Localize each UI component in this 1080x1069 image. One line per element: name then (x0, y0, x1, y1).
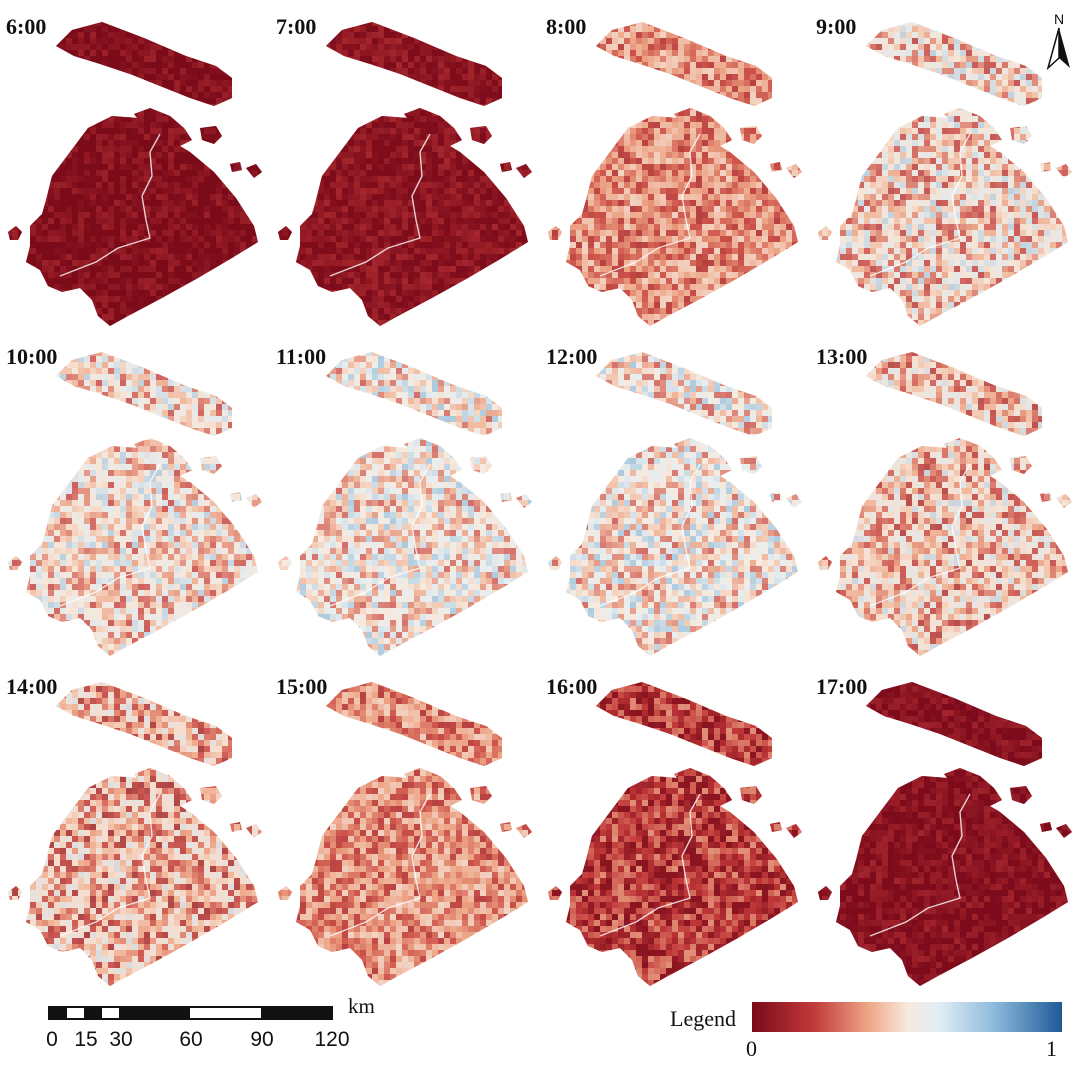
river-line (869, 463, 971, 607)
map-panel: 11:00 (270, 330, 540, 660)
river-line (329, 793, 431, 937)
map-panel: 17:00 (810, 660, 1080, 990)
map-panel: 12:00 (540, 330, 810, 660)
scale-unit-label: km (348, 994, 375, 1019)
north-arrow-icon: N (1046, 11, 1070, 71)
panel-time-label: 9:00 (816, 14, 856, 40)
scale-tick-label: 90 (250, 1028, 273, 1052)
region-map (548, 682, 802, 986)
raster-texture (8, 22, 262, 326)
map-panel: 15:00 (270, 660, 540, 990)
legend-max-label: 1 (1046, 1036, 1057, 1062)
scale-bar-graphic (48, 1006, 333, 1020)
panel-time-label: 8:00 (546, 14, 586, 40)
map-panel: 16:00 (540, 660, 810, 990)
raster-texture (278, 352, 532, 656)
region-map (278, 352, 532, 656)
scale-tick-label: 15 (74, 1028, 97, 1052)
legend-title: Legend (670, 1006, 736, 1032)
river-line (59, 793, 161, 937)
raster-texture (278, 22, 532, 326)
raster-texture (278, 682, 532, 986)
panel-time-label: 14:00 (6, 674, 57, 700)
panel-time-label: 16:00 (546, 674, 597, 700)
scale-bar: km 0 15 30 60 90 120 (46, 994, 388, 1060)
raster-texture (818, 352, 1072, 656)
panel-time-label: 6:00 (6, 14, 46, 40)
raster-texture (818, 22, 1072, 326)
river-line (869, 793, 971, 937)
region-map (548, 22, 802, 326)
panel-time-label: 15:00 (276, 674, 327, 700)
map-panel: 6:00 (0, 0, 270, 330)
north-arrow: N (1044, 10, 1074, 72)
scale-tick-label: 120 (314, 1028, 349, 1052)
region-map (818, 682, 1072, 986)
map-panel: 13:00 (810, 330, 1080, 660)
region-map (818, 352, 1072, 656)
legend-min-label: 0 (746, 1036, 757, 1062)
region-map (8, 682, 262, 986)
scale-tick-label: 0 (46, 1028, 58, 1052)
region-map (818, 22, 1072, 326)
region-map (548, 352, 802, 656)
river-line (59, 463, 161, 607)
region-map (278, 22, 532, 326)
raster-texture (8, 352, 262, 656)
river-line (599, 463, 701, 607)
map-panel: 8:00 (540, 0, 810, 330)
raster-texture (818, 682, 1072, 986)
panel-time-label: 13:00 (816, 344, 867, 370)
map-panel: 7:00 (270, 0, 540, 330)
river-line (869, 133, 971, 277)
map-panel: 9:00 (810, 0, 1080, 330)
scale-tick-label: 30 (109, 1028, 132, 1052)
panel-time-label: 12:00 (546, 344, 597, 370)
panel-time-label: 7:00 (276, 14, 316, 40)
panel-time-label: 11:00 (276, 344, 326, 370)
panel-time-label: 10:00 (6, 344, 57, 370)
map-panel: 10:00 (0, 330, 270, 660)
river-line (329, 133, 431, 277)
river-line (599, 133, 701, 277)
region-map (8, 352, 262, 656)
legend-color-ramp (752, 1002, 1062, 1032)
raster-texture (548, 352, 802, 656)
region-map (8, 22, 262, 326)
raster-texture (548, 22, 802, 326)
map-panel: 14:00 (0, 660, 270, 990)
north-label: N (1054, 11, 1064, 27)
panel-time-label: 17:00 (816, 674, 867, 700)
river-line (329, 463, 431, 607)
river-line (59, 133, 161, 277)
river-line (599, 793, 701, 937)
raster-texture (8, 682, 262, 986)
scale-tick-label: 60 (179, 1028, 202, 1052)
raster-texture (548, 682, 802, 986)
region-map (278, 682, 532, 986)
